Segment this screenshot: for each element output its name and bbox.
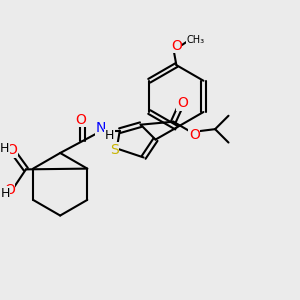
Text: H: H — [0, 187, 10, 200]
Text: N: N — [96, 121, 106, 135]
Text: S: S — [110, 143, 119, 157]
Text: H: H — [105, 130, 114, 142]
Text: O: O — [171, 39, 182, 53]
Text: O: O — [189, 128, 200, 142]
Text: O: O — [177, 96, 188, 110]
Text: CH₃: CH₃ — [186, 35, 204, 45]
Text: O: O — [76, 112, 86, 127]
Text: O: O — [4, 183, 15, 197]
Text: H: H — [0, 142, 9, 155]
Text: O: O — [6, 143, 17, 157]
